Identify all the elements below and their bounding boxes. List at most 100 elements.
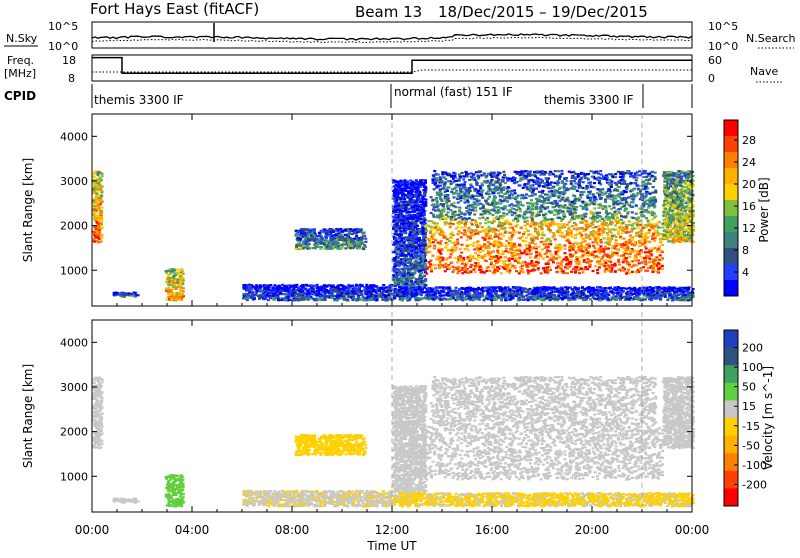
power-cell — [456, 272, 459, 274]
power-cell — [588, 254, 591, 256]
power-cell — [399, 207, 402, 209]
power-cell — [376, 299, 379, 301]
power-cell — [634, 259, 637, 261]
power-cell — [639, 269, 642, 271]
power-cell — [383, 291, 386, 293]
power-cell — [295, 246, 298, 248]
power-cell — [598, 261, 601, 263]
power-cell — [470, 256, 473, 258]
power-cell — [445, 247, 448, 249]
power-cell — [593, 233, 596, 235]
power-cell — [411, 220, 414, 222]
power-cell — [414, 182, 417, 184]
power-cell — [622, 238, 625, 240]
power-cell — [356, 241, 359, 243]
power-cell — [295, 230, 298, 232]
power-cell — [473, 248, 476, 250]
power-cell — [605, 174, 608, 176]
power-cell — [628, 224, 631, 226]
power-cell — [300, 289, 303, 291]
power-cell — [114, 292, 117, 294]
power-cell — [173, 293, 176, 295]
power-cell — [658, 246, 661, 248]
power-cell — [491, 266, 494, 268]
power-cell — [481, 226, 484, 228]
power-cell — [417, 262, 420, 264]
power-cell — [563, 235, 566, 237]
power-cell — [595, 255, 598, 257]
power-cell — [402, 206, 405, 208]
power-cell — [100, 223, 103, 225]
power-cell — [646, 203, 649, 205]
power-cell — [535, 255, 538, 257]
power-cell — [246, 293, 249, 295]
power-cell — [407, 208, 410, 210]
power-cell — [592, 241, 595, 243]
power-cell — [558, 244, 561, 246]
power-cell — [555, 245, 558, 247]
power-cell — [487, 250, 490, 252]
date-range: 18/Dec/2015 – 19/Dec/2015 — [438, 3, 648, 21]
power-cell — [617, 259, 620, 261]
power-cell — [350, 240, 353, 242]
power-cell — [399, 221, 402, 223]
power-cell — [635, 179, 638, 181]
power-cell — [586, 268, 589, 270]
power-cell — [566, 258, 569, 260]
power-cell — [304, 236, 307, 238]
power-cell — [506, 267, 509, 269]
power-cell — [297, 241, 300, 243]
power-cell — [604, 246, 607, 248]
power-cell — [415, 269, 418, 271]
power-cell — [485, 200, 488, 202]
power-cell — [317, 240, 320, 242]
power-cell — [401, 226, 404, 228]
power-cell — [474, 265, 477, 267]
power-cell — [562, 270, 565, 272]
power-cell — [434, 226, 437, 228]
power-cell — [467, 229, 470, 231]
power-cell — [628, 256, 631, 258]
power-cell — [597, 238, 600, 240]
power-cell — [509, 232, 512, 234]
power-cell — [453, 269, 456, 271]
power-cell — [507, 264, 510, 266]
power-cell — [349, 247, 352, 249]
power-cell — [651, 238, 654, 240]
power-cell — [94, 205, 97, 207]
power-cell — [511, 255, 514, 257]
power-cell — [284, 299, 287, 301]
power-cell — [297, 237, 300, 239]
power-cell — [406, 187, 409, 189]
power-cell — [644, 251, 647, 253]
power-cell — [656, 235, 659, 237]
power-cell — [468, 179, 471, 181]
power-cell — [409, 223, 412, 225]
power-cell — [395, 196, 398, 198]
power-cell — [97, 219, 100, 221]
power-cell — [555, 267, 558, 269]
power-cell — [379, 295, 382, 297]
power-cell — [592, 245, 595, 247]
power-cell — [549, 231, 552, 233]
power-cell — [419, 218, 422, 220]
power-cell — [504, 232, 507, 234]
power-cell — [502, 253, 505, 255]
power-cell — [397, 186, 400, 188]
power-cell — [393, 233, 396, 235]
power-cell — [493, 196, 496, 198]
power-cell — [635, 264, 638, 266]
power-cell — [624, 257, 627, 259]
power-cell — [340, 294, 343, 296]
power-cell — [386, 298, 389, 300]
power-cell — [546, 266, 549, 268]
power-cell — [255, 288, 258, 290]
power-cell — [409, 242, 412, 244]
power-cell — [362, 247, 365, 249]
power-cell — [465, 220, 468, 222]
power-cell — [135, 294, 138, 296]
power-cell — [95, 227, 98, 229]
power-cell — [587, 259, 590, 261]
power-cell — [568, 242, 571, 244]
power-cell — [643, 259, 646, 261]
